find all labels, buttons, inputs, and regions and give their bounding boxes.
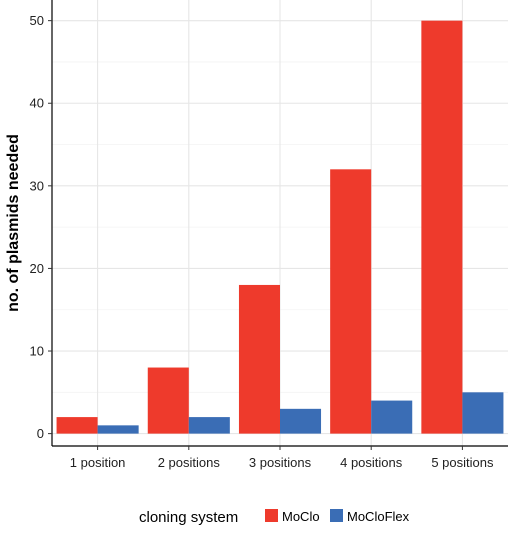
bar-moclo-3 <box>238 284 280 434</box>
x-tick-label: 1 position <box>70 455 126 470</box>
legend-title: cloning system <box>139 509 238 526</box>
y-axis-ticks: 0 10 20 30 40 50 <box>30 13 52 441</box>
x-tick-label: 2 positions <box>158 455 221 470</box>
y-tick-label: 20 <box>30 261 44 276</box>
bar-mocloflex-5 <box>462 392 504 434</box>
bar-mocloflex-1 <box>97 425 139 434</box>
x-axis-ticks: 1 position 2 positions 3 positions 4 positi… <box>70 446 494 470</box>
bar-mocloflex-2 <box>188 417 230 434</box>
x-tick-label: 3 positions <box>249 455 312 470</box>
bar-moclo-2 <box>147 367 189 434</box>
x-tick-label: 4 positions <box>340 455 403 470</box>
y-tick-label: 30 <box>30 178 44 193</box>
legend-label-moclo: MoClo <box>282 509 320 524</box>
bars <box>56 20 504 434</box>
y-tick-label: 10 <box>30 344 44 359</box>
bar-mocloflex-4 <box>371 400 413 434</box>
y-tick-label: 50 <box>30 13 44 28</box>
bar-mocloflex-3 <box>280 408 322 434</box>
legend-label-mocloflex: MoCloFlex <box>347 509 410 524</box>
bar-moclo-1 <box>56 417 98 434</box>
bar-moclo-4 <box>330 169 372 434</box>
x-tick-label: 5 positions <box>431 455 494 470</box>
y-tick-label: 0 <box>37 426 44 441</box>
y-axis-title: no. of plasmids needed <box>5 134 22 312</box>
y-tick-label: 40 <box>30 96 44 111</box>
legend-key-moclo <box>265 509 278 522</box>
legend-key-mocloflex <box>330 509 343 522</box>
legend: cloning system MoClo MoCloFlex <box>139 509 410 526</box>
bar-moclo-5 <box>421 20 463 434</box>
